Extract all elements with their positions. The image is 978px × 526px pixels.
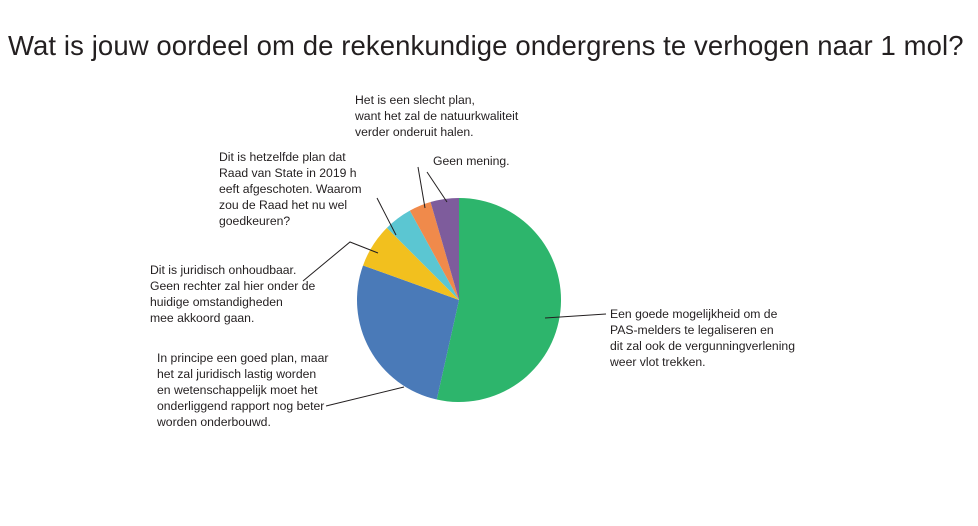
slice-label-line: en wetenschappelijk moet het xyxy=(157,383,318,397)
pie-slices xyxy=(357,197,562,402)
leader-lines xyxy=(302,166,607,407)
slice-label-line: goedkeuren? xyxy=(219,214,290,228)
slice-label-line: huidige omstandigheden xyxy=(150,295,283,309)
slice-label-line: dit zal ook de vergunningverlening xyxy=(610,339,795,353)
leader-line-2 xyxy=(325,386,405,407)
slice-label-2: In principe een goed plan, maar het zal j… xyxy=(156,351,328,429)
pie-slice-2 xyxy=(357,265,459,400)
slice-label-1: Een goede mogelijkheid om de PAS-melders … xyxy=(609,307,795,369)
slice-label-line: Een goede mogelijkheid om de xyxy=(610,307,778,321)
pie-slice-6 xyxy=(430,198,459,300)
slice-label-line: eeft afgeschoten. Waarom xyxy=(219,182,362,196)
slice-label-line: Raad van State in 2019 h xyxy=(219,166,357,180)
slice-label-line: weer vlot trekken. xyxy=(609,355,706,369)
pie-slice-1 xyxy=(436,197,562,402)
leader-line-3 xyxy=(302,241,379,282)
pie-slice-4 xyxy=(386,210,459,300)
slice-label-line: Geen rechter zal hier onder de xyxy=(150,279,316,293)
slice-label-line: Geen mening. xyxy=(433,154,510,168)
slice-label-3: Dit is juridisch onhoudbaar. Geen rechter… xyxy=(150,263,316,325)
slice-label-line: zou de Raad het nu wel xyxy=(219,198,347,212)
leader-line-1 xyxy=(544,313,607,319)
leader-line-5 xyxy=(417,166,426,209)
slice-label-line: want het zal de natuurkwaliteit xyxy=(354,109,519,123)
slice-label-line: Dit is juridisch onhoudbaar. xyxy=(150,263,296,277)
slice-label-line: Het is een slecht plan, xyxy=(355,93,475,107)
slice-labels: Een goede mogelijkheid om de PAS-melders … xyxy=(150,93,795,429)
slice-label-line: PAS-melders te legaliseren en xyxy=(610,323,774,337)
slice-label-line: verder onderuit halen. xyxy=(355,125,474,139)
pie-slice-5 xyxy=(409,202,459,300)
chart-title: Wat is jouw oordeel om de rekenkundige o… xyxy=(8,30,964,61)
slice-label-line: Dit is hetzelfde plan dat xyxy=(219,150,346,164)
slice-label-line: mee akkoord gaan. xyxy=(150,311,254,325)
slice-label-6: Geen mening. xyxy=(433,154,510,168)
pie-slice-3 xyxy=(363,227,459,300)
slice-label-line: onderliggend rapport nog beter xyxy=(157,399,324,413)
slice-label-4: Dit is hetzelfde plan dat Raad van State … xyxy=(219,150,362,228)
slice-label-line: worden onderbouwd. xyxy=(156,415,271,429)
leader-line-6 xyxy=(426,171,448,203)
slice-label-line: In principe een goed plan, maar xyxy=(157,351,328,365)
slice-label-line: het zal juridisch lastig worden xyxy=(157,367,316,381)
leader-line-4 xyxy=(376,197,397,236)
slice-label-5: Het is een slecht plan, want het zal de n… xyxy=(354,93,519,139)
